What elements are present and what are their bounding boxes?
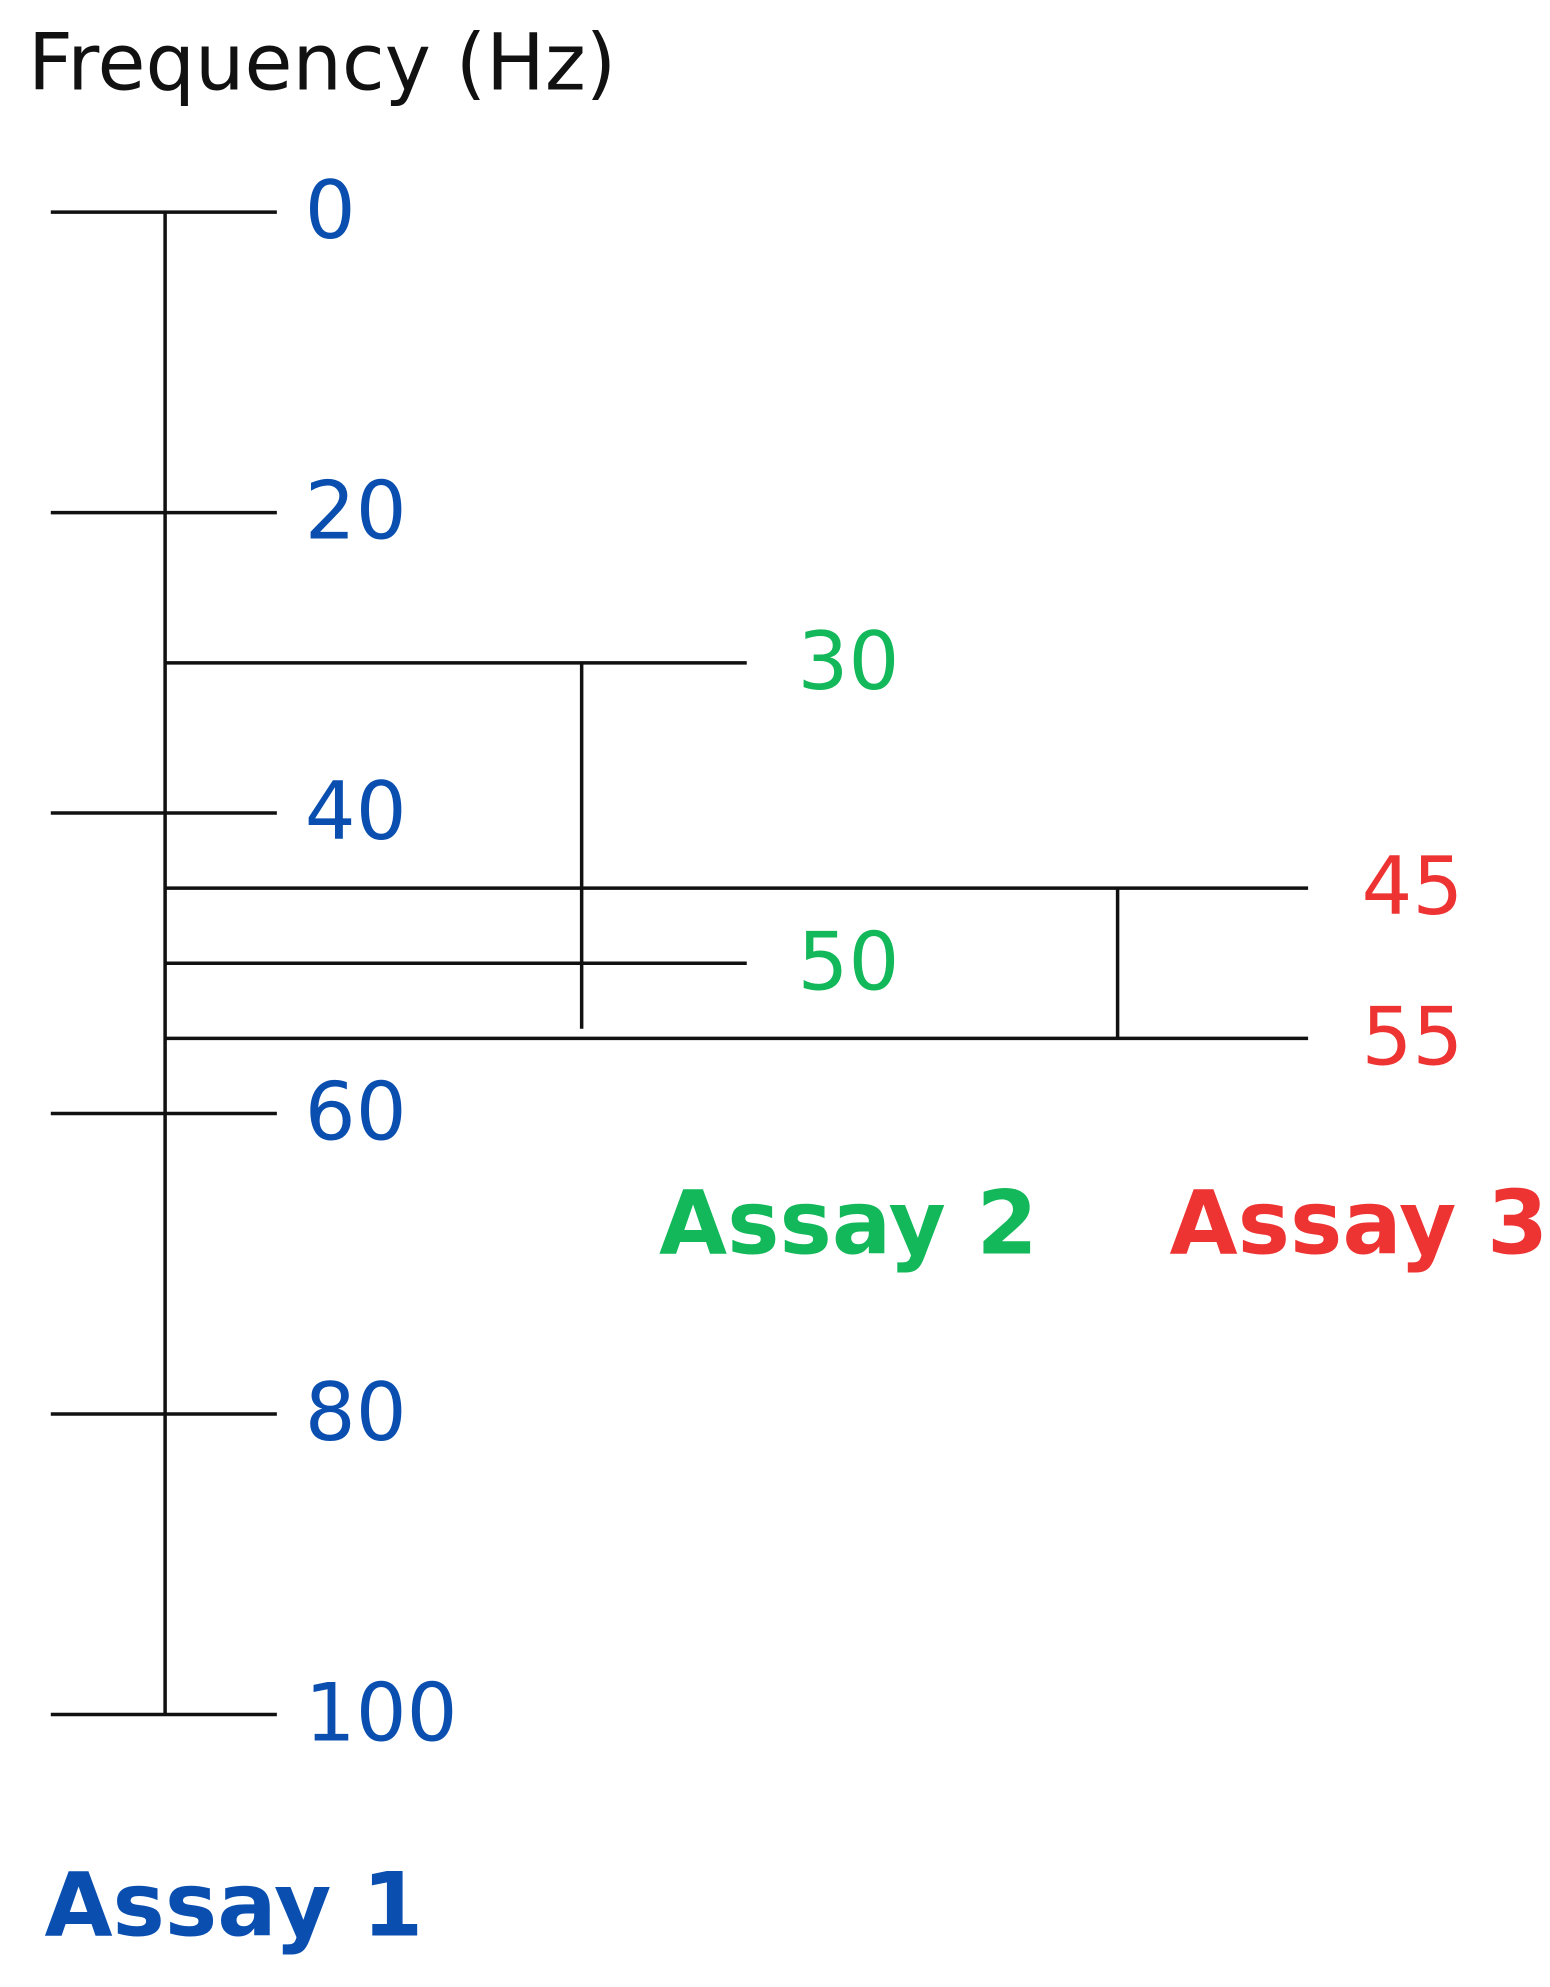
tick-label: 100 [305,1666,458,1759]
assay-name: Assay 1 [44,1853,423,1956]
tick-label: 60 [305,1066,407,1159]
tick-label: 0 [305,164,356,257]
tick-label: 80 [305,1366,407,1459]
tick-label: 20 [305,465,407,558]
tick-label: 30 [798,615,900,708]
tick-label: 50 [798,915,900,1008]
tick-label: 55 [1361,990,1463,1083]
assay-name: Assay 2 [659,1171,1038,1274]
tick-label: 45 [1361,840,1463,933]
assay-name: Assay 3 [1170,1171,1549,1274]
tick-label: 40 [305,765,407,858]
title: Frequency (Hz) [28,18,616,108]
